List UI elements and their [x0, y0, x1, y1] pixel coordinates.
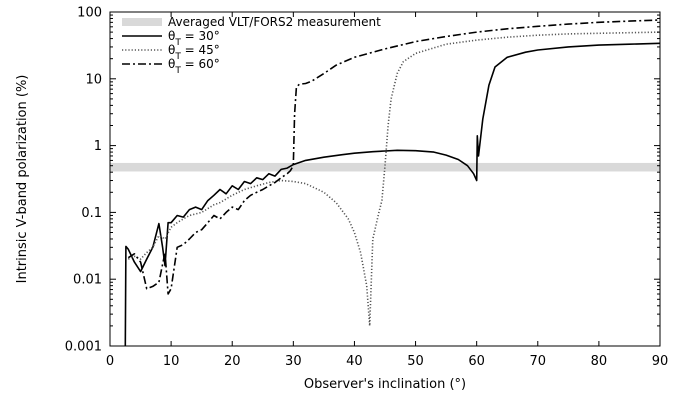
- legend-label-2: θT = 45°: [168, 43, 220, 62]
- x-axis-label: Observer's inclination (°): [304, 377, 466, 392]
- legend-label-subscript: T: [174, 66, 181, 76]
- legend-label-subscript: T: [174, 38, 181, 48]
- y-tick-label: 1: [94, 139, 102, 154]
- measurement-band-layer: [110, 162, 660, 172]
- x-axis-ticks: 0 10 20 30 40 50 60 70 80 90: [106, 12, 668, 369]
- y-axis-label: Intrinsic V-band polarization (%): [15, 75, 30, 284]
- series-line-3: [127, 19, 661, 295]
- y-tick-label: 0.1: [81, 206, 102, 221]
- x-tick-label: 50: [407, 354, 424, 369]
- y-tick-label: 0.001: [65, 340, 102, 355]
- y-tick-label: 100: [77, 6, 102, 21]
- series-line-1: [124, 42, 661, 347]
- x-tick-label: 10: [163, 354, 180, 369]
- x-tick-label: 0: [106, 354, 114, 369]
- x-tick-label: 20: [224, 354, 241, 369]
- x-tick-label: 90: [652, 354, 669, 369]
- x-tick-label: 60: [468, 354, 485, 369]
- x-tick-label: 80: [591, 354, 608, 369]
- legend-label-theta: θ: [168, 43, 175, 57]
- legend-label-subscript: T: [174, 52, 181, 62]
- measurement-band: [110, 162, 660, 172]
- legend-label-value: = 60°: [181, 57, 220, 71]
- y-tick-label: 10: [85, 72, 102, 87]
- y-tick-label: 0.01: [73, 273, 102, 288]
- legend-label-value: = 30°: [181, 29, 220, 43]
- plot-frame: [109, 11, 661, 347]
- x-tick-label: 30: [285, 354, 302, 369]
- series-layer: [124, 19, 661, 347]
- legend-label-1: θT = 30°: [168, 29, 220, 48]
- legend-band-label: Averaged VLT/FORS2 measurement: [168, 15, 381, 29]
- legend-label-value: = 45°: [181, 43, 220, 57]
- legend-label-3: θT = 60°: [168, 57, 220, 76]
- x-tick-label: 40: [346, 354, 363, 369]
- legend-label-theta: θ: [168, 57, 175, 71]
- y-axis-ticks: 0.001 0.01 0.1 1 10 100: [65, 6, 660, 355]
- x-tick-label: 70: [530, 354, 547, 369]
- legend-label-theta: θ: [168, 29, 175, 43]
